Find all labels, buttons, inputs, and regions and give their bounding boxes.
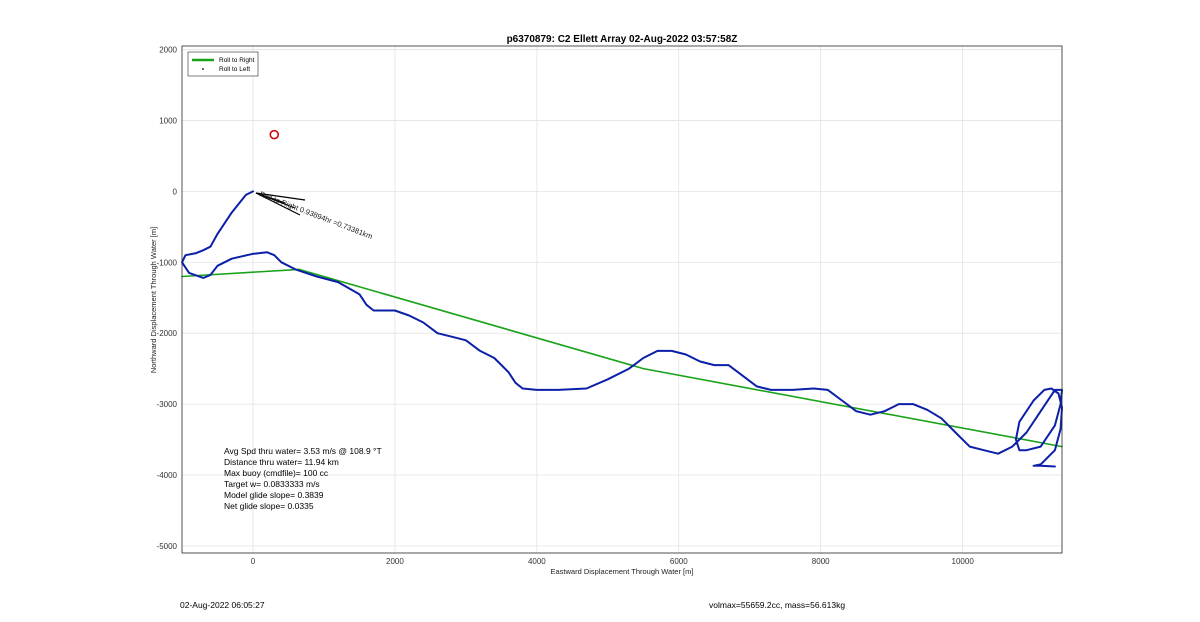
footer-vol-mass: volmax=55659.2cc, mass=56.613kg (709, 600, 845, 610)
grid-lines (182, 46, 1062, 553)
legend: Roll to Right Roll to Left (187, 51, 259, 77)
legend-box (187, 51, 259, 77)
legend-label-right: Roll to Right (219, 57, 255, 64)
y-axis-label: Northward Displacement Through Water [m] (149, 227, 158, 373)
stat-target-w: Target w= 0.0833333 m/s (224, 479, 320, 489)
y-tick-label: -1000 (157, 258, 178, 267)
x-tick-label: 4000 (528, 557, 546, 566)
x-axis-label: Eastward Displacement Through Water [m] (551, 567, 694, 576)
x-tick-label: 8000 (812, 557, 830, 566)
chart-title: p6370879: C2 Ellett Array 02-Aug-2022 03… (507, 34, 738, 45)
y-tick-label: -2000 (157, 329, 178, 338)
series-layer (181, 190, 1063, 468)
y-tick-label: -5000 (157, 542, 178, 551)
x-tick-label: 0 (251, 557, 256, 566)
y-tick-label: -3000 (157, 400, 178, 409)
roll-ray-1 (255, 192, 306, 201)
target-marker (269, 129, 280, 140)
x-tick-label: 10000 (952, 557, 975, 566)
stat-net-glide: Net glide slope= 0.0335 (224, 501, 314, 511)
series-track-line (181, 190, 1063, 468)
y-tick-label: 1000 (159, 116, 177, 125)
legend-label-left: Roll to Left (219, 66, 250, 73)
stat-max-buoy: Max buoy (cmdfile)= 100 cc (224, 468, 329, 478)
plot-frame (181, 45, 1063, 554)
roll-ray-2 (255, 192, 301, 216)
roll-left-rays (255, 192, 306, 216)
footer-timestamp: 02-Aug-2022 06:05:27 (180, 600, 265, 610)
stat-distance: Distance thru water= 11.94 km (224, 457, 339, 467)
roll-ray-4 (255, 192, 296, 209)
y-tick-label: -4000 (157, 471, 178, 480)
stat-avg-speed: Avg Spd thru water= 3.53 m/s @ 108.9 °T (224, 446, 382, 456)
x-tick-labels: 0 2000 4000 6000 8000 10000 (251, 557, 975, 566)
legend-swatch-left (202, 68, 204, 70)
y-tick-labels: 2000 1000 0 -1000 -2000 -3000 -4000 -5000 (157, 46, 178, 551)
x-tick-label: 6000 (670, 557, 688, 566)
y-tick-label: 0 (173, 187, 178, 196)
plot-area (182, 46, 1062, 553)
stat-model-glide: Model glide slope= 0.3839 (224, 490, 324, 500)
x-tick-label: 2000 (386, 557, 404, 566)
y-tick-label: 2000 (159, 46, 177, 55)
stats-block: Avg Spd thru water= 3.53 m/s @ 108.9 °T … (224, 446, 382, 511)
